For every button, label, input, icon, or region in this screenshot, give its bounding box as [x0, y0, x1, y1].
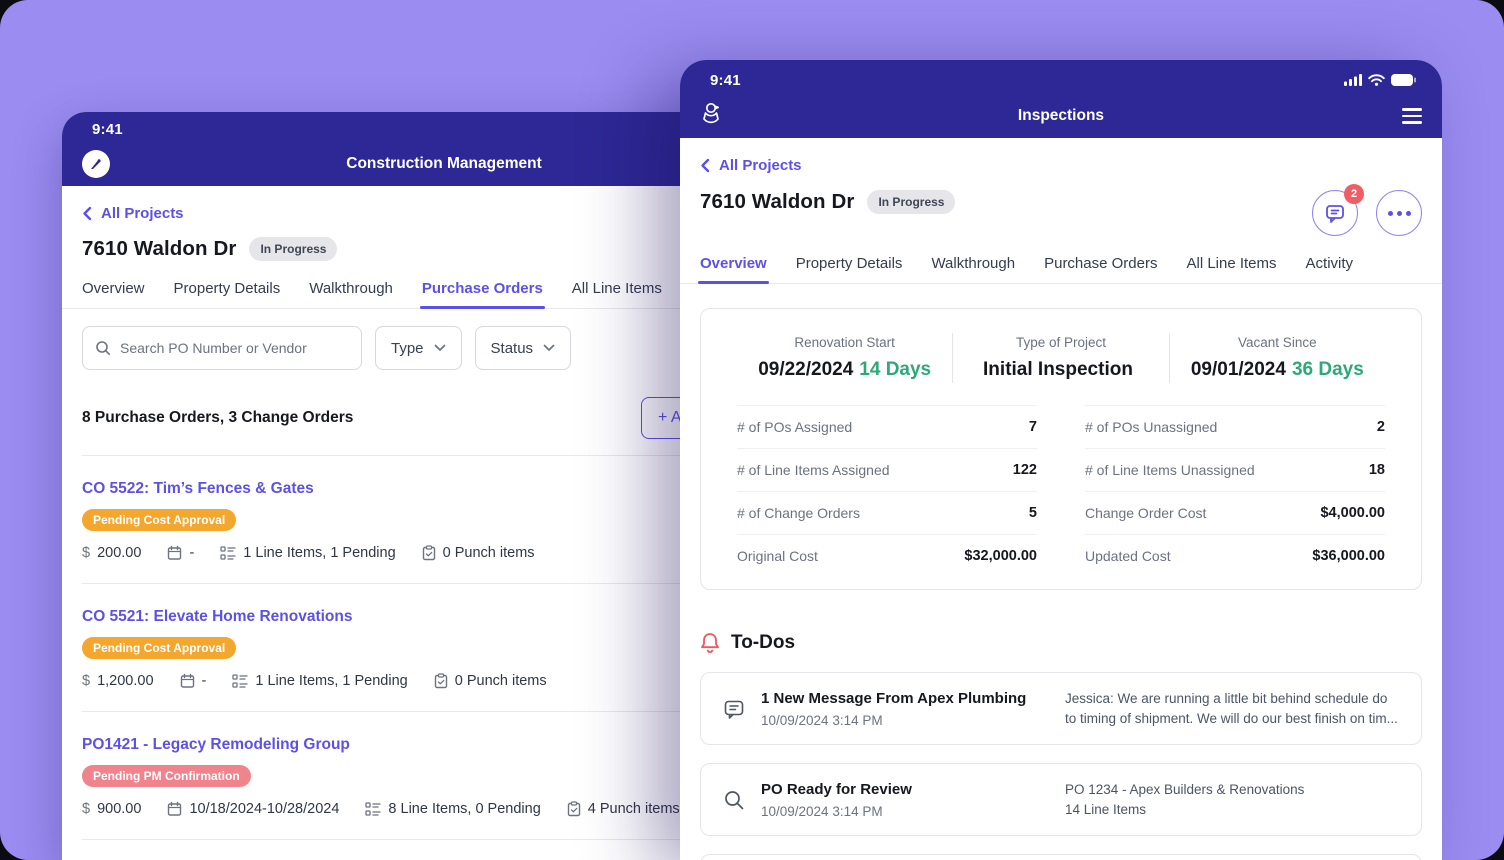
todo-po-ready-for-review[interactable]: PO Ready for Review 10/09/2024 3:14 PM P… [700, 763, 1422, 837]
ellipsis-icon [1387, 210, 1411, 216]
left-back-all-projects[interactable]: All Projects [82, 205, 184, 222]
po-title-link[interactable]: CO 5521: Elevate Home Renovations [82, 608, 353, 625]
line-items-icon [365, 802, 382, 816]
line-items-icon [220, 546, 236, 560]
chevron-down-icon [543, 344, 555, 351]
right-tab-purchase-orders[interactable]: Purchase Orders [1044, 255, 1158, 272]
left-tab-purchase-orders[interactable]: Purchase Orders [419, 280, 545, 309]
punch-items-icon [567, 801, 581, 817]
right-tab-activity[interactable]: Activity [1305, 255, 1354, 272]
search-input[interactable] [120, 340, 349, 356]
left-appbar: Construction Management [62, 142, 826, 186]
calendar-icon [180, 673, 195, 689]
right-status-badge: In Progress [867, 190, 956, 214]
dollar-icon: $ [82, 545, 91, 561]
po-row-co-5521[interactable]: CO 5521: Elevate Home Renovations Pendin… [82, 584, 806, 712]
po-row-co-5522[interactable]: CO 5522: Tim’s Fences & Gates Pending Co… [82, 456, 806, 584]
right-app-title: Inspections [1017, 107, 1105, 124]
right-appbar: Inspections [680, 94, 1442, 138]
right-tab-overview[interactable]: Overview [698, 255, 769, 284]
po-list: CO 5522: Tim’s Fences & Gates Pending Co… [82, 455, 806, 860]
todo-daily-log-requested[interactable]: Daily Log Requeted 10/09/2024 3:14 PM Re… [700, 854, 1422, 860]
search-icon [723, 789, 745, 811]
left-app-title: Construction Management [346, 155, 542, 172]
left-status-time: 9:41 [92, 120, 123, 138]
line-items-icon [232, 674, 249, 688]
po-summary-count: 8 Purchase Orders, 3 Change Orders [82, 409, 354, 426]
todos-heading: To-Dos [731, 632, 796, 653]
search-icon [96, 341, 110, 355]
highlight-type-of-project: Type of Project Initial Inspection [952, 333, 1168, 383]
punch-items-icon [434, 673, 448, 689]
dollar-icon: $ [82, 673, 91, 689]
cellular-signal-icon [1344, 74, 1362, 86]
left-project-title: 7610 Waldon Dr [82, 237, 237, 260]
right-app-header: 9:41 Inspections [680, 60, 1442, 138]
project-overview-card: Renovation Start 09/22/2024 14 Days Type … [700, 308, 1422, 590]
project-stats-grid: # of POs Assigned 7 # of POs Unassigned 2 … [737, 405, 1385, 577]
left-statusbar: 9:41 [62, 112, 826, 142]
left-tab-property-details[interactable]: Property Details [173, 280, 281, 297]
po-status-badge: Pending PM Confirmation [82, 765, 251, 787]
stat-change-orders: # of Change Orders 5 [737, 491, 1037, 534]
type-filter-dropdown[interactable]: Type [375, 326, 462, 370]
compass-logo-icon [82, 150, 110, 178]
chevron-left-icon [83, 206, 92, 221]
highlight-vacant-since: Vacant Since 09/01/2024 36 Days [1168, 333, 1385, 383]
po-title-link[interactable]: CO 5522: Tim’s Fences & Gates [82, 480, 314, 497]
chat-bubble-icon [1326, 205, 1344, 223]
inspections-screen: 9:41 Inspections All Projects [680, 60, 1442, 860]
stat-original-cost: Original Cost $32,000.00 [737, 534, 1037, 577]
stat-line-items-unassigned: # of Line Items Unassigned 18 [1085, 448, 1385, 491]
hamburger-menu-icon[interactable] [1402, 108, 1422, 124]
messages-button[interactable]: 2 [1312, 184, 1364, 236]
right-tab-all-line-items[interactable]: All Line Items [1186, 255, 1277, 272]
calendar-icon [167, 545, 182, 561]
right-tab-bar: Overview Property Details Walkthrough Pu… [680, 255, 1442, 284]
right-tab-property-details[interactable]: Property Details [795, 255, 903, 272]
right-tab-walkthrough[interactable]: Walkthrough [931, 255, 1016, 272]
unread-count-badge: 2 [1344, 184, 1364, 204]
todo-new-message[interactable]: 1 New Message From Apex Plumbing 10/09/2… [700, 672, 1422, 746]
stat-line-items-assigned: # of Line Items Assigned 122 [737, 448, 1037, 491]
chevron-left-icon [701, 158, 710, 173]
right-statusbar: 9:41 [680, 60, 1442, 94]
todo-detail: Jessica: We are running a little bit beh… [1064, 691, 1398, 726]
left-tab-walkthrough[interactable]: Walkthrough [309, 280, 393, 297]
todo-detail: PO 1234 - Apex Builders & Renovations 14… [1064, 782, 1305, 817]
bell-icon [701, 633, 719, 653]
right-status-time: 9:41 [710, 71, 741, 89]
right-back-all-projects[interactable]: All Projects [700, 157, 802, 174]
chat-bubble-icon [723, 698, 745, 720]
calendar-icon [167, 801, 182, 817]
po-row-po1421[interactable]: PO1421 - Legacy Remodeling Group Pending… [82, 712, 806, 840]
wifi-icon [1368, 74, 1385, 86]
status-filter-dropdown[interactable]: Status [474, 326, 572, 370]
punch-items-icon [422, 545, 436, 561]
left-tab-all-line-items[interactable]: All Line Items [571, 280, 662, 297]
stat-pos-unassigned: # of POs Unassigned 2 [1085, 405, 1385, 448]
po-search-field[interactable] [82, 326, 362, 370]
stat-change-order-cost: Change Order Cost $4,000.00 [1085, 491, 1385, 534]
left-status-badge: In Progress [249, 237, 338, 261]
stat-pos-assigned: # of POs Assigned 7 [737, 405, 1037, 448]
duck-logo-icon [700, 101, 722, 132]
more-options-button[interactable] [1376, 190, 1422, 236]
battery-icon [1391, 74, 1416, 86]
chevron-down-icon [434, 344, 445, 351]
right-project-title: 7610 Waldon Dr [700, 190, 855, 213]
po-status-badge: Pending Cost Approval [82, 637, 237, 659]
po-title-link[interactable]: PO1421 - Legacy Remodeling Group [82, 736, 350, 753]
dollar-icon: $ [82, 801, 91, 817]
highlight-renovation-start: Renovation Start 09/22/2024 14 Days [758, 335, 932, 380]
stat-updated-cost: Updated Cost $36,000.00 [1085, 534, 1385, 577]
left-tab-overview[interactable]: Overview [82, 280, 145, 297]
left-tab-bar: Overview Property Details Walkthrough Pu… [62, 280, 826, 309]
po-status-badge: Pending Cost Approval [82, 509, 237, 531]
